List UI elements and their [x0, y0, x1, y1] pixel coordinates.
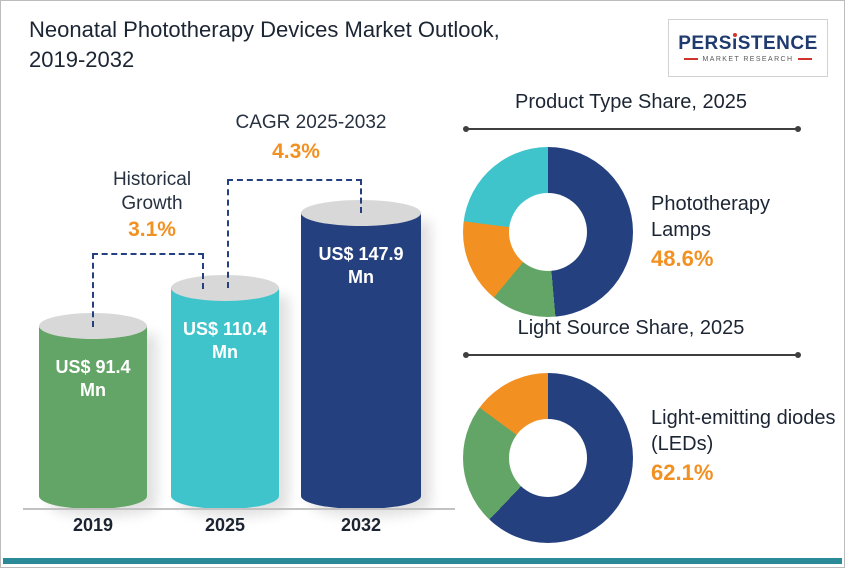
donut-product-type — [463, 147, 633, 317]
x-axis-label-2019: 2019 — [72, 515, 114, 535]
logo-i-red-dot: ı — [731, 32, 738, 54]
section-title-product-type: Product Type Share, 2025 — [514, 91, 747, 113]
dashed-connector — [360, 179, 362, 213]
historical-growth-label: Historical Growth — [112, 169, 192, 214]
product-type-highlight-label: Phototherapy Lamps — [651, 193, 770, 241]
x-axis-label-2032: 2032 — [340, 515, 382, 535]
light-source-highlight-value: 62.1% — [651, 460, 714, 485]
page-title-line2: 2019-2032 — [29, 46, 135, 72]
light-source-highlight: Light-emitting diodes (LEDs) 62.1% — [651, 405, 839, 486]
bar-value-label-2032: US$ 147.9 Mn — [318, 244, 404, 287]
light-source-highlight-label: Light-emitting diodes (LEDs) — [651, 407, 836, 455]
dashed-connector — [227, 179, 362, 181]
dashed-connector — [92, 253, 94, 327]
product-type-highlight: Phototherapy Lamps 48.6% — [651, 191, 826, 272]
bar-2025: US$ 110.4 Mn — [171, 275, 279, 509]
bar-2032: US$ 147.9 Mn — [301, 200, 421, 509]
bar-2019: US$ 91.4 Mn — [39, 313, 147, 509]
donut-light-source — [463, 373, 633, 543]
bar-value-label-2025: US$ 110.4 Mn — [182, 319, 268, 362]
cagr-value: 4.3% — [272, 140, 320, 163]
bottom-accent-bar — [3, 558, 842, 564]
historical-growth-value: 3.1% — [128, 218, 176, 241]
dashed-connector — [202, 253, 204, 289]
page-title: Neonatal Phototherapy Devices Market Out… — [29, 15, 659, 74]
section-rule — [463, 126, 801, 132]
section-title-light-source: Light Source Share, 2025 — [517, 317, 745, 339]
logo-subtitle: MARKET RESEARCH — [684, 56, 813, 63]
logo-wordmark-left: PERS — [678, 32, 732, 54]
x-axis-baseline — [23, 508, 455, 510]
x-axis-label-2025: 2025 — [204, 515, 246, 535]
publisher-logo: PERSıSTENCE MARKET RESEARCH — [668, 19, 828, 77]
section-rule — [463, 352, 801, 358]
page-title-line1: Neonatal Phototherapy Devices Market Out… — [29, 17, 500, 42]
product-type-highlight-value: 48.6% — [651, 246, 714, 271]
dashed-connector — [92, 253, 204, 255]
cagr-label: CAGR 2025-2032 — [235, 112, 387, 133]
dashed-connector — [227, 179, 229, 288]
logo-wordmark: PERSıSTENCE — [678, 34, 818, 53]
logo-wordmark-right: STENCE — [737, 32, 818, 54]
bar-value-label-2019: US$ 91.4 Mn — [55, 357, 131, 400]
